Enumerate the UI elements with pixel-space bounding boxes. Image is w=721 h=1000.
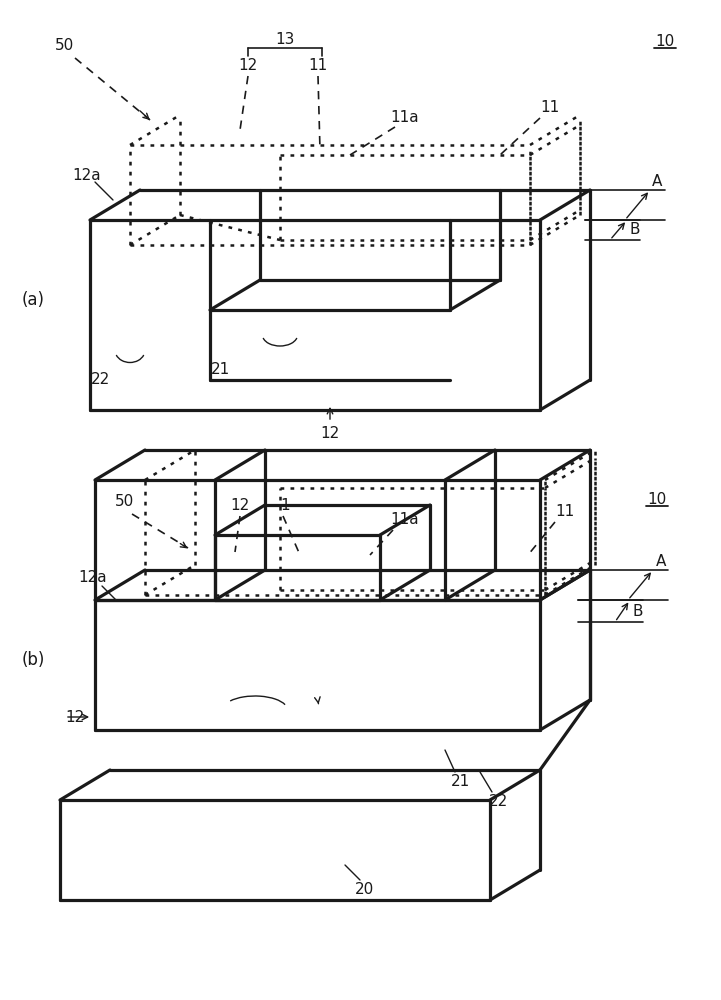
Text: 12: 12 [239, 58, 257, 74]
Text: 12: 12 [231, 498, 249, 514]
Text: 21: 21 [451, 774, 469, 790]
Text: 12a: 12a [78, 570, 107, 585]
Text: 12a: 12a [72, 167, 101, 182]
Text: 11: 11 [540, 101, 559, 115]
Text: 12: 12 [320, 426, 340, 440]
Text: 13: 13 [275, 32, 295, 47]
Text: 11a: 11a [391, 512, 420, 528]
Text: A: A [652, 174, 662, 190]
Text: 10: 10 [655, 34, 674, 49]
Text: 10: 10 [647, 492, 666, 508]
Text: B: B [633, 603, 643, 618]
Text: 22: 22 [488, 794, 508, 810]
Text: 11: 11 [309, 58, 327, 74]
Text: 1: 1 [280, 498, 290, 514]
Text: (b): (b) [22, 651, 45, 669]
Text: 50: 50 [55, 37, 74, 52]
Text: 50: 50 [115, 494, 134, 510]
Text: 20: 20 [355, 882, 375, 898]
Text: B: B [629, 223, 640, 237]
Text: (a): (a) [22, 291, 45, 309]
Text: 11a: 11a [391, 110, 420, 125]
Text: 11: 11 [555, 504, 575, 520]
Text: 22: 22 [90, 372, 110, 387]
Text: 21: 21 [211, 362, 229, 377]
Text: 12: 12 [65, 710, 84, 726]
Text: A: A [656, 554, 666, 570]
